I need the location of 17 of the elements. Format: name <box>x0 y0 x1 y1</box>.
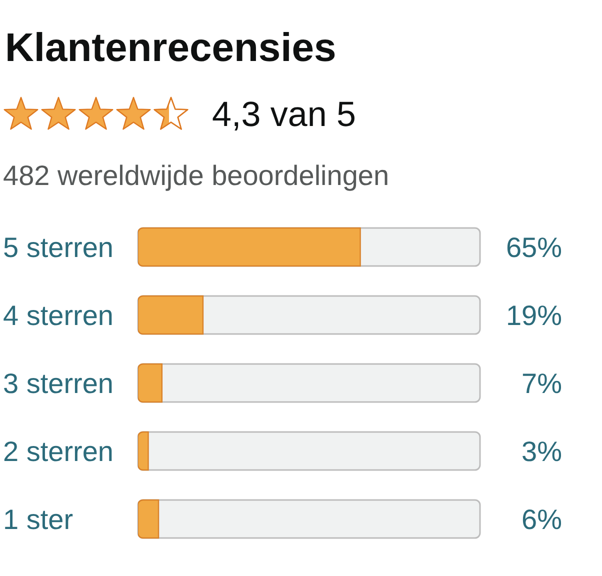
chart-subtitle: 4,3 van 5 <box>212 95 356 134</box>
y-tick-label: 3 sterren <box>3 368 114 399</box>
bar <box>138 431 149 471</box>
data-label: 7% <box>522 368 562 399</box>
y-tick-label: 1 ster <box>3 504 74 535</box>
chart-title: Klantenrecensies <box>5 26 336 70</box>
bar <box>138 499 160 539</box>
data-label: 65% <box>506 232 562 263</box>
data-label: 6% <box>522 504 562 535</box>
y-tick-label: 2 sterren <box>3 436 114 467</box>
data-label: 3% <box>522 436 562 467</box>
text: 482 wereldwijde beoordelingen <box>3 160 390 191</box>
data-label: 19% <box>506 300 562 331</box>
bar <box>138 363 163 403</box>
bar <box>138 295 204 335</box>
y-tick-label: 5 sterren <box>3 232 114 263</box>
y-tick-label: 4 sterren <box>3 300 114 331</box>
